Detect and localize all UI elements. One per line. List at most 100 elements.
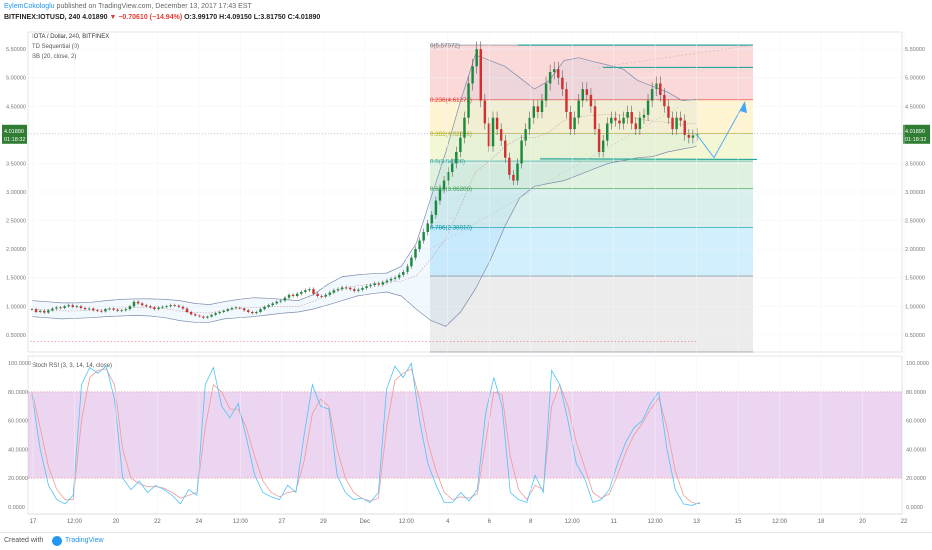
fib-zone <box>430 276 753 352</box>
candle-body <box>234 307 238 309</box>
candle-body <box>247 310 250 312</box>
candle-body <box>222 310 225 312</box>
rsi-tick-right: 100.0000 <box>906 361 929 367</box>
candle-body <box>320 296 323 297</box>
main-legend-title: IOTA / Dollar, 240, BITFINEX <box>32 34 109 40</box>
candle-body <box>308 289 311 291</box>
rsi-tick-left: 100.0000 <box>8 361 31 367</box>
candle-body <box>295 293 299 296</box>
countdown-label-left: 01:18:32 <box>4 137 25 143</box>
candle-body <box>116 309 119 311</box>
candle-body <box>471 66 474 84</box>
candle-body <box>71 305 75 307</box>
candle-body <box>610 117 613 124</box>
candle-body <box>642 114 646 118</box>
publish-info: EylemCokologlu published on TradingView.… <box>4 3 252 10</box>
time-tick-label: 20 <box>859 519 866 525</box>
price-tick-right: 1.50000 <box>905 276 925 282</box>
symbol-name: BITFINEX:IOTUSD, 240 <box>4 14 81 21</box>
candle-body <box>353 289 356 291</box>
time-tick-label: 13 <box>693 519 700 525</box>
candle-body <box>38 310 42 312</box>
candle-body <box>332 290 336 293</box>
chart-canvas[interactable]: 0(5.57072)0.236(4.61272)0.382(4.02006)0.… <box>0 28 932 532</box>
price-tick-right: 1.00000 <box>905 304 925 310</box>
candle-body <box>626 112 629 118</box>
fib-level-label: 0.618(3.06206) <box>430 186 472 193</box>
time-tick-label: 17 <box>30 519 37 525</box>
candle-body <box>291 294 295 296</box>
candle-body <box>91 308 95 311</box>
candle-body <box>189 312 193 315</box>
rsi-tick-left: 40.0000 <box>8 447 28 453</box>
price-tick-left: 0.50000 <box>6 333 26 339</box>
bb-upper-line <box>31 54 698 305</box>
price-tick-left: 2.00000 <box>6 247 26 253</box>
candle-body <box>120 310 123 312</box>
price-tick-right: 5.50000 <box>905 47 925 53</box>
fib-level-label: 0.236(4.61272) <box>430 97 472 104</box>
time-tick-label: 12:00 <box>399 519 415 525</box>
candle-body <box>516 163 519 181</box>
candle-body <box>557 69 560 78</box>
candle-body <box>59 307 62 309</box>
countdown-label-right: 01:18:32 <box>905 137 926 143</box>
price-change: ▼ −0.70610 (−14.94%) <box>109 14 183 21</box>
candle-body <box>638 117 642 130</box>
candle-body <box>271 303 274 306</box>
time-tick-label: 15 <box>735 519 742 525</box>
candle-body <box>75 306 79 308</box>
candle-body <box>406 266 409 272</box>
candle-body <box>438 189 442 201</box>
rsi-pane <box>27 355 903 515</box>
candle-body <box>646 100 650 115</box>
time-tick-label: 12:00 <box>67 519 83 525</box>
candle-body <box>397 274 401 278</box>
price-tick-left: 5.50000 <box>6 47 26 53</box>
time-tick-label: 29 <box>320 519 327 525</box>
candle-body <box>242 308 246 311</box>
footer: Created with TradingView <box>0 532 932 550</box>
candle-body <box>87 308 91 310</box>
candle-body <box>622 117 625 124</box>
candle-body <box>389 278 393 281</box>
stoch-k-line <box>31 362 701 506</box>
candle-body <box>487 123 491 147</box>
candle-body <box>34 309 38 312</box>
rsi-band <box>28 391 902 479</box>
fib-zone <box>430 188 753 228</box>
candle-body <box>283 297 287 301</box>
candle-body <box>340 287 344 290</box>
candle-body <box>434 200 438 215</box>
time-tick-label: 6 <box>488 519 492 525</box>
fib-zone <box>430 227 753 277</box>
author-link[interactable]: EylemCokologlu <box>4 3 55 10</box>
footer-brand[interactable]: TradingView <box>65 537 104 544</box>
candle-body <box>524 129 527 141</box>
candle-body <box>601 140 605 152</box>
candle-body <box>597 129 601 152</box>
last-price-badge-right <box>903 124 930 144</box>
fib-level-label: 0.786(2.38010) <box>430 225 472 232</box>
candle-body <box>210 314 213 317</box>
candle-body <box>275 301 279 304</box>
candle-body <box>157 307 160 310</box>
candle-body <box>361 288 364 290</box>
candle-body <box>55 307 58 309</box>
candle-body <box>79 306 83 308</box>
candle-body <box>589 94 593 107</box>
candle-body <box>393 277 397 279</box>
time-tick-label: 24 <box>196 519 203 525</box>
rsi-tick-right: 60.0000 <box>906 419 926 425</box>
candle-body <box>544 83 548 101</box>
candle-body <box>348 288 352 290</box>
candle-body <box>153 307 156 310</box>
footer-created-text: Created with <box>4 537 44 544</box>
candle-body <box>324 294 327 297</box>
candle-body <box>104 309 107 312</box>
forecast-path <box>696 101 746 159</box>
candle-body <box>108 308 111 310</box>
candle-body <box>520 140 523 164</box>
candle-body <box>573 117 576 130</box>
candle-body <box>316 293 319 296</box>
